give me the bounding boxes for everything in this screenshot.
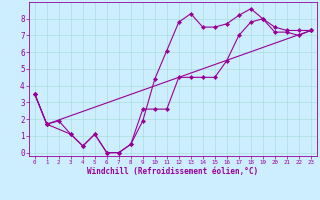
X-axis label: Windchill (Refroidissement éolien,°C): Windchill (Refroidissement éolien,°C) bbox=[87, 167, 258, 176]
